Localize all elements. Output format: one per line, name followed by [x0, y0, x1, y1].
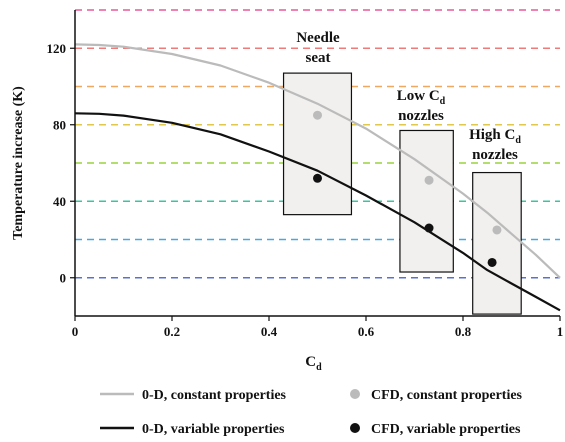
- data-point: [424, 175, 434, 185]
- annotation-box: [399, 129, 454, 273]
- data-point: [487, 257, 497, 267]
- x-tick-label: 0.6: [358, 324, 375, 339]
- box-annotation-label: Needle: [296, 30, 340, 46]
- x-tick-label: 0.2: [164, 324, 180, 339]
- y-tick-label: 120: [47, 41, 67, 56]
- annotation-box: [472, 171, 522, 315]
- x-axis-label: Cd: [305, 354, 322, 373]
- legend-dot-swatch: [350, 389, 360, 399]
- box-annotation-label: nozzles: [472, 147, 518, 163]
- y-tick-label: 40: [53, 194, 66, 209]
- legend-label: 0-D, constant properties: [142, 388, 287, 403]
- x-tick-label: 0.4: [261, 324, 278, 339]
- legend-label: 0-D, variable properties: [142, 422, 285, 437]
- x-tick-label: 0.8: [455, 324, 472, 339]
- series-line: [74, 43, 561, 279]
- data-point: [424, 223, 434, 233]
- y-tick-label: 0: [60, 270, 67, 285]
- axes: 0 0.2 0.4 0.6 0.8 1 0 40 80 120 Temperature increa…: [11, 10, 563, 373]
- legend-dot-swatch: [350, 423, 360, 433]
- annotation-box: [282, 72, 353, 216]
- legend: 0-D, constant properties CFD, constant pr…: [100, 388, 523, 437]
- y-tick-label: 80: [53, 117, 66, 132]
- legend-label: CFD, constant properties: [371, 388, 523, 403]
- box-annotation-label: nozzles: [398, 108, 444, 124]
- data-point: [492, 225, 502, 235]
- box-annotation-label: seat: [306, 50, 331, 66]
- series-line: [74, 112, 561, 312]
- data-point: [313, 110, 322, 120]
- annotation-boxes: [282, 72, 522, 315]
- box-annotation-label: High Cd: [469, 127, 521, 146]
- x-tick-label: 1: [557, 324, 564, 339]
- box-annotation-label: Low Cd: [397, 88, 446, 107]
- legend-label: CFD, variable properties: [371, 422, 521, 437]
- y-axis-label: Temperature increase (K): [11, 86, 26, 240]
- data-point: [313, 173, 322, 183]
- series-layer: [74, 43, 561, 312]
- x-tick-label: 0: [72, 324, 79, 339]
